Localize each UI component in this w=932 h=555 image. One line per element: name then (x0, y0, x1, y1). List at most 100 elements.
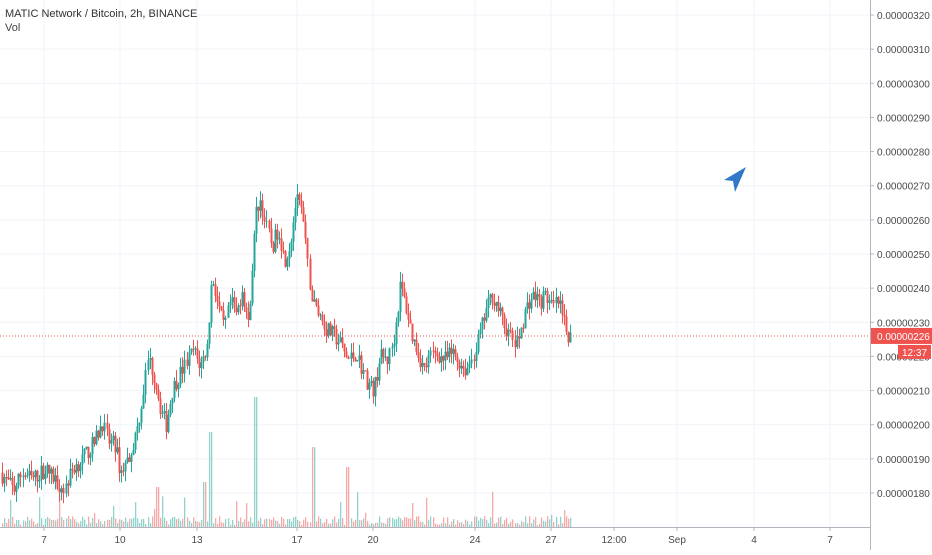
candle (442, 355, 445, 371)
candle (38, 474, 41, 488)
candle (395, 317, 398, 353)
candle (327, 322, 330, 339)
volume-bar (416, 516, 418, 527)
volume-bar (156, 487, 158, 527)
time-axis-ticks[interactable]: 7 10 13 17 20 24 27 12:00 Sep 4 7 (41, 527, 833, 546)
countdown-bg (898, 344, 931, 359)
time-tick-label: 12:00 (601, 535, 626, 546)
volume-bar (43, 524, 45, 527)
volume-bar (250, 517, 252, 527)
candle (555, 287, 558, 313)
candle (462, 360, 465, 377)
candle (224, 315, 227, 329)
candle (333, 318, 336, 337)
volume-bar (301, 524, 303, 527)
price-tick-label: 0.00000280 (877, 148, 930, 159)
candle (151, 356, 154, 386)
candle (429, 347, 432, 363)
volume-bar (471, 521, 473, 527)
volume-bar (25, 521, 27, 527)
candle (32, 471, 35, 481)
candle (40, 455, 43, 490)
candle (507, 323, 510, 347)
volume-bar (441, 523, 443, 527)
candle (50, 466, 53, 485)
candle (423, 362, 426, 372)
volume-bar (355, 519, 357, 527)
candle (440, 348, 443, 372)
volume-bar (515, 523, 517, 527)
volume-bar (45, 518, 47, 527)
time-tick-label: 17 (291, 535, 303, 546)
volume-bar (424, 524, 426, 527)
candle (186, 351, 189, 370)
price-axis-ticks[interactable]: 0.00000320 0.00000310 0.00000300 0.00000290… (870, 11, 930, 500)
candle (7, 469, 10, 480)
volume-bars (2, 397, 572, 527)
price-tick-label: 0.00000210 (877, 387, 930, 398)
volume-bar (86, 524, 88, 527)
cursor-arrow-icon[interactable] (724, 167, 746, 192)
volume-bar (121, 519, 123, 527)
volume-bar (100, 521, 102, 527)
volume-bar (365, 512, 367, 527)
candle (231, 287, 234, 310)
candle (147, 350, 150, 375)
candle (15, 482, 18, 502)
volume-bar (139, 522, 141, 527)
candle (288, 243, 291, 268)
candle (134, 431, 137, 454)
candle (505, 318, 508, 341)
candle (93, 436, 96, 447)
candle (483, 312, 486, 330)
volume-bar (377, 522, 379, 527)
volume-bar (320, 518, 322, 527)
volume-bar (94, 513, 96, 527)
candle (81, 445, 84, 475)
candle (286, 256, 289, 271)
volume-bar (385, 523, 387, 527)
candle (339, 331, 342, 343)
candle (60, 485, 63, 501)
candle (358, 344, 361, 369)
candle (485, 299, 488, 323)
volume-bar (410, 518, 412, 527)
volume-bar (260, 517, 262, 527)
candle (34, 469, 37, 487)
volume-bar (275, 520, 277, 527)
candle (391, 342, 394, 357)
candle (255, 196, 258, 243)
candle (85, 446, 88, 450)
volume-bar (209, 432, 211, 527)
candle (95, 425, 98, 446)
countdown-label: 12:37 (902, 348, 927, 359)
volume-bar (348, 467, 350, 527)
candle (13, 475, 16, 496)
volume-bar (447, 517, 449, 527)
volume-bar (244, 519, 246, 527)
volume-bar (517, 523, 519, 527)
candle (261, 193, 264, 225)
volume-bar (143, 518, 145, 527)
volume-bar (61, 517, 63, 527)
volume-bar (164, 517, 166, 527)
volume-bar (166, 521, 168, 527)
candle (9, 469, 12, 481)
volume-bar (305, 517, 307, 527)
candle (249, 300, 252, 321)
volume-bar (201, 519, 203, 527)
volume-bar (476, 516, 478, 527)
volume-bar (543, 520, 545, 527)
volume-bar (344, 524, 346, 527)
candle (561, 293, 564, 324)
volume-bar (389, 517, 391, 527)
candle (292, 216, 295, 252)
volume-bar (521, 521, 523, 527)
candle (24, 472, 27, 480)
volume-bar (35, 524, 37, 527)
volume-bar (266, 518, 268, 527)
volume-bar (262, 524, 264, 527)
volume-bar (277, 521, 279, 527)
